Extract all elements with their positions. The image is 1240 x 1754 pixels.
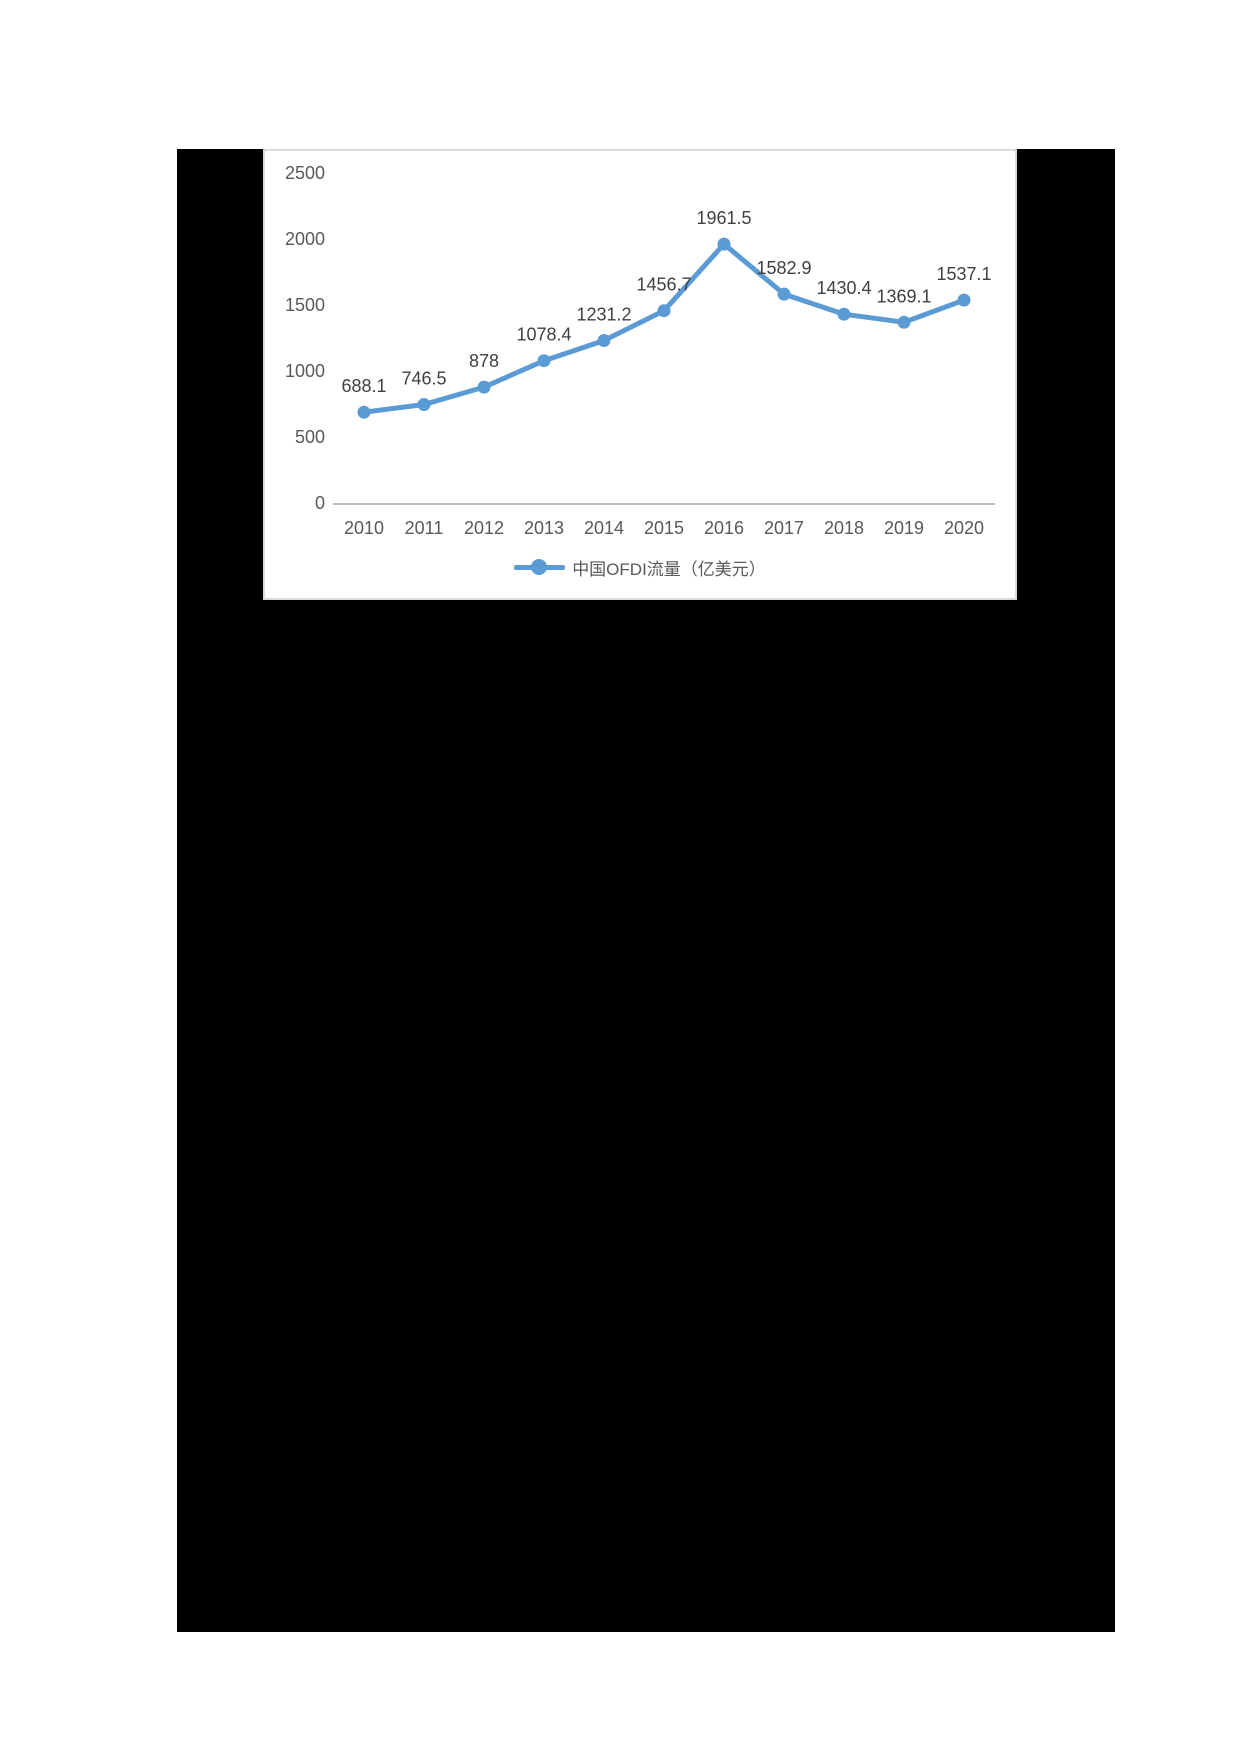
y-tick-label: 1500 bbox=[285, 295, 325, 315]
data-label: 688.1 bbox=[341, 376, 386, 396]
x-tick-label: 2020 bbox=[944, 518, 984, 538]
line-series-marker-icon bbox=[514, 559, 566, 575]
x-tick-label: 2012 bbox=[464, 518, 504, 538]
y-tick-label: 0 bbox=[315, 493, 325, 513]
data-point bbox=[957, 293, 971, 307]
x-tick-label: 2014 bbox=[584, 518, 624, 538]
line-chart: 0 500 1000 1500 2000 2500 2010 2011 2012 2013 2014… bbox=[285, 163, 995, 538]
data-point bbox=[657, 304, 671, 318]
data-label: 1430.4 bbox=[816, 278, 871, 298]
legend-label: 中国OFDI流量（亿美元） bbox=[572, 559, 766, 579]
data-label: 1961.5 bbox=[696, 208, 751, 228]
x-tick-label: 2015 bbox=[644, 518, 684, 538]
data-point bbox=[897, 315, 911, 329]
data-label: 1231.2 bbox=[576, 305, 631, 325]
data-point bbox=[417, 398, 431, 411]
data-point bbox=[597, 334, 611, 347]
x-tick-label: 2011 bbox=[405, 518, 444, 538]
y-tick-label: 2500 bbox=[285, 163, 325, 183]
y-tick-label: 500 bbox=[295, 427, 325, 447]
data-label: 1582.9 bbox=[756, 258, 811, 278]
data-label: 1456.7 bbox=[636, 275, 691, 295]
data-label: 746.5 bbox=[401, 369, 446, 389]
chart-legend: 中国OFDI流量（亿美元） bbox=[265, 554, 1015, 580]
chart-card: 0 500 1000 1500 2000 2500 2010 2011 2012 2013 2014… bbox=[263, 149, 1017, 600]
data-label: 1078.4 bbox=[516, 325, 571, 345]
data-label: 1369.1 bbox=[876, 286, 931, 306]
series-line bbox=[361, 241, 967, 415]
data-point bbox=[537, 354, 551, 368]
data-point bbox=[777, 287, 791, 301]
x-tick-label: 2017 bbox=[764, 518, 804, 538]
marker-dot-icon bbox=[531, 559, 548, 575]
x-tick-label: 2019 bbox=[884, 518, 924, 538]
data-point bbox=[357, 405, 371, 419]
x-tick-label: 2016 bbox=[704, 518, 744, 538]
data-label: 878 bbox=[469, 351, 499, 371]
data-point bbox=[837, 307, 851, 321]
data-label: 1537.1 bbox=[936, 264, 991, 284]
y-tick-label: 1000 bbox=[285, 361, 325, 381]
x-tick-label: 2010 bbox=[344, 518, 384, 538]
x-tick-label: 2013 bbox=[524, 518, 564, 538]
data-point bbox=[477, 380, 491, 394]
data-point bbox=[717, 237, 731, 251]
black-panel: 0 500 1000 1500 2000 2500 2010 2011 2012 2013 2014… bbox=[177, 149, 1115, 1632]
x-tick-label: 2018 bbox=[824, 518, 864, 538]
y-tick-label: 2000 bbox=[285, 229, 325, 249]
